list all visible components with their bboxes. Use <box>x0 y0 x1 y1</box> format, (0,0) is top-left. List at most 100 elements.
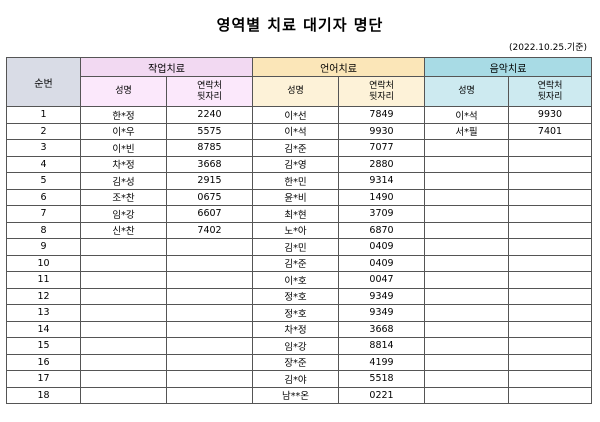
occupational-name <box>80 254 167 272</box>
occupational-contact <box>166 370 253 388</box>
speech-name: 한*민 <box>252 172 339 190</box>
occupational-contact <box>166 238 253 256</box>
table-row: 18 남**온 0221 <box>6 386 592 404</box>
music-name <box>424 254 509 272</box>
header-group-music: 음악치료 <box>424 57 592 77</box>
speech-contact: 1490 <box>338 188 425 206</box>
occupational-contact <box>166 337 253 355</box>
music-name <box>424 386 509 404</box>
speech-contact: 0047 <box>338 271 425 289</box>
occupational-name: 차*정 <box>80 155 167 173</box>
occupational-contact: 5575 <box>166 122 253 140</box>
music-contact <box>508 304 592 322</box>
row-number: 10 <box>6 254 81 272</box>
occupational-name <box>80 353 167 371</box>
music-contact <box>508 386 592 404</box>
row-number: 16 <box>6 353 81 371</box>
speech-name: 김*야 <box>252 370 339 388</box>
occupational-contact: 7402 <box>166 221 253 239</box>
occupational-name: 이*빈 <box>80 139 167 157</box>
row-number: 6 <box>6 188 81 206</box>
table-row: 10 김*준 0409 <box>6 254 592 272</box>
speech-name: 차*정 <box>252 320 339 338</box>
speech-contact: 0221 <box>338 386 425 404</box>
music-contact <box>508 155 592 173</box>
music-name <box>424 271 509 289</box>
header-name: 성명 <box>424 76 509 107</box>
occupational-name <box>80 337 167 355</box>
occupational-name <box>80 287 167 305</box>
music-contact <box>508 370 592 388</box>
row-number: 7 <box>6 205 81 223</box>
music-contact <box>508 238 592 256</box>
table-row: 1 한*정 2240 이*선 7849 이*석 9930 <box>6 106 592 124</box>
speech-name: 노*아 <box>252 221 339 239</box>
table-row: 5 김*성 2915 한*민 9314 <box>6 172 592 190</box>
music-name <box>424 304 509 322</box>
occupational-name: 신*찬 <box>80 221 167 239</box>
speech-name: 이*호 <box>252 271 339 289</box>
occupational-contact <box>166 304 253 322</box>
speech-contact: 7849 <box>338 106 425 124</box>
occupational-name <box>80 271 167 289</box>
occupational-contact <box>166 271 253 289</box>
music-name: 이*석 <box>424 106 509 124</box>
header-group-occupational: 작업치료 <box>80 57 253 77</box>
occupational-name: 김*성 <box>80 172 167 190</box>
row-number: 3 <box>6 139 81 157</box>
header-contact: 연락처 뒷자리 <box>338 76 425 107</box>
row-number: 13 <box>6 304 81 322</box>
table-row: 11 이*호 0047 <box>6 271 592 289</box>
music-contact <box>508 221 592 239</box>
header-contact: 연락처 뒷자리 <box>166 76 253 107</box>
occupational-name <box>80 238 167 256</box>
speech-contact: 9349 <box>338 287 425 305</box>
speech-contact: 4199 <box>338 353 425 371</box>
row-number: 17 <box>6 370 81 388</box>
music-contact <box>508 188 592 206</box>
music-contact <box>508 320 592 338</box>
music-name <box>424 139 509 157</box>
speech-contact: 7077 <box>338 139 425 157</box>
speech-contact: 6870 <box>338 221 425 239</box>
music-name: 서*필 <box>424 122 509 140</box>
speech-name: 김*준 <box>252 254 339 272</box>
occupational-contact: 0675 <box>166 188 253 206</box>
music-contact <box>508 337 592 355</box>
music-name <box>424 205 509 223</box>
date-note: (2022.10.25.기준) <box>509 43 587 53</box>
music-contact <box>508 271 592 289</box>
speech-name: 김*영 <box>252 155 339 173</box>
occupational-contact: 2240 <box>166 106 253 124</box>
table-row: 4 차*정 3668 김*영 2880 <box>6 155 592 173</box>
row-number: 4 <box>6 155 81 173</box>
row-number: 2 <box>6 122 81 140</box>
row-number: 18 <box>6 386 81 404</box>
music-contact <box>508 205 592 223</box>
music-name <box>424 238 509 256</box>
music-name <box>424 172 509 190</box>
music-name <box>424 188 509 206</box>
speech-contact: 0409 <box>338 238 425 256</box>
occupational-contact <box>166 287 253 305</box>
speech-contact: 9314 <box>338 172 425 190</box>
occupational-contact <box>166 386 253 404</box>
music-contact <box>508 172 592 190</box>
music-name <box>424 320 509 338</box>
music-name <box>424 370 509 388</box>
occupational-name <box>80 320 167 338</box>
occupational-contact <box>166 320 253 338</box>
header-group-speech: 언어치료 <box>252 57 425 77</box>
occupational-contact: 6607 <box>166 205 253 223</box>
table-row: 6 조*찬 0675 윤*비 1490 <box>6 188 592 206</box>
table-row: 3 이*빈 8785 김*준 7077 <box>6 139 592 157</box>
page-title: 영역별 치료 대기자 명단 <box>216 16 384 34</box>
speech-name: 정*호 <box>252 287 339 305</box>
music-contact <box>508 287 592 305</box>
music-name <box>424 287 509 305</box>
header-contact: 연락처 뒷자리 <box>508 76 592 107</box>
table-row: 7 임*강 6607 최*현 3709 <box>6 205 592 223</box>
row-number: 11 <box>6 271 81 289</box>
music-contact <box>508 139 592 157</box>
table-row: 9 김*민 0409 <box>6 238 592 256</box>
